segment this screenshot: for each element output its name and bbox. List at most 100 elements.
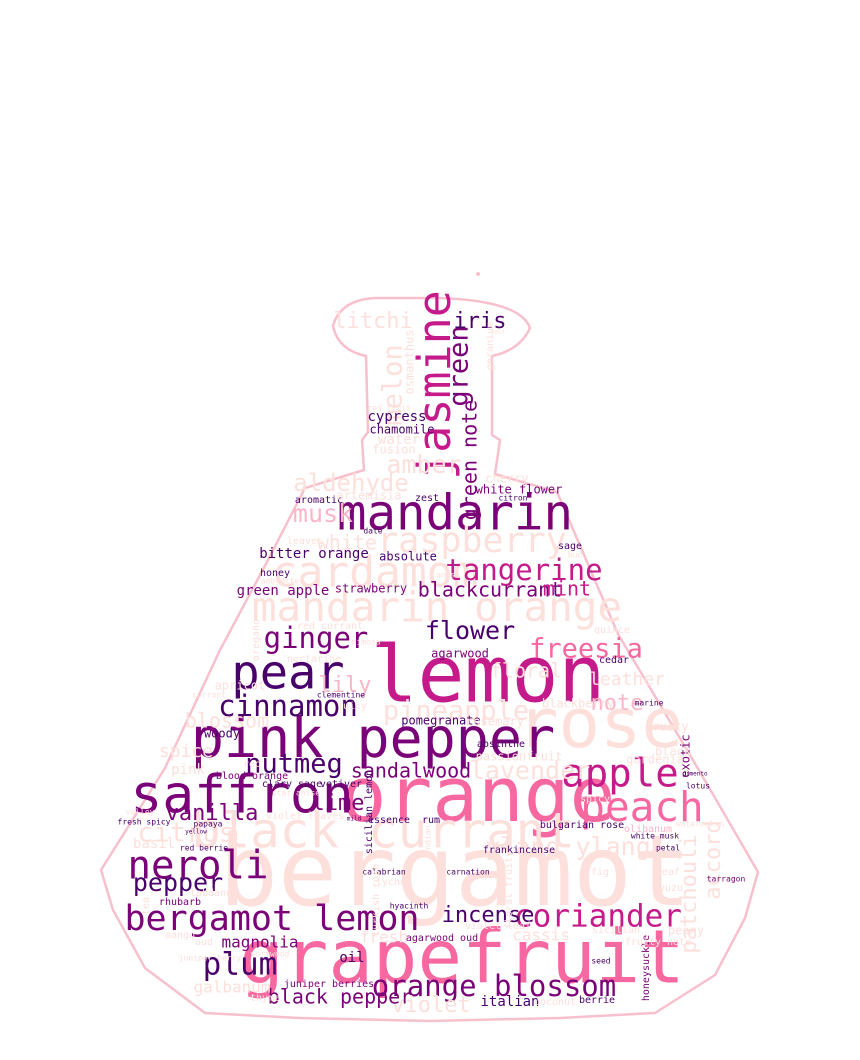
word-honey: honey [260, 568, 290, 579]
word-amber: amber [386, 450, 461, 479]
word-white-flower: white flower [476, 483, 563, 497]
word-mint: mint [543, 577, 591, 601]
word-sicilian-lemon: sicilian lemon [364, 770, 375, 854]
word-mild: mild [347, 816, 362, 823]
word-exotic: exotic [679, 734, 693, 777]
word-orange-blossom: orange blossom [372, 969, 616, 1003]
word-absolute: absolute [379, 550, 437, 564]
word-spicy: spicy [580, 794, 610, 805]
word-pimento: pimento [682, 771, 708, 778]
word-vanilla: vanilla [166, 801, 259, 826]
word-leather: leather [589, 669, 665, 690]
word-osmanthus: osmanthus [403, 329, 417, 394]
word-mimosa: mimosa [352, 638, 381, 647]
word-olibanum: olibanum [624, 824, 672, 835]
word-agarwood-oud: agarwood oud [406, 933, 478, 944]
word-lily: lily [319, 673, 372, 698]
word-leaf: leaf [656, 867, 680, 878]
word-nectarine: nectarine [287, 654, 341, 665]
word-mango: mango [165, 930, 195, 941]
word-papaya: papaya [194, 820, 223, 829]
word-sicilian: sicilian [592, 925, 640, 936]
bottle-outline [99, 296, 760, 1023]
word-cinnamon: cinnamon [218, 689, 358, 723]
word-pink-pepper: pink pepper [191, 706, 555, 770]
word-woody: woody [204, 727, 240, 741]
word-lychee: lychee [376, 877, 412, 888]
word-artemisia: artemisia [336, 489, 401, 503]
word-red: red [243, 759, 261, 770]
word-citrus: citrus [137, 818, 235, 849]
word-aldehyde: aldehyde [293, 469, 409, 497]
word-red-fruit: red fruit [367, 404, 411, 413]
word-yuzu: yuzu [659, 883, 683, 894]
word-honeysuckle: honeysuckle [641, 935, 652, 1001]
word-green-note: green note [458, 400, 482, 520]
word-lemon: lemon [371, 630, 606, 720]
word-plum: plum [203, 947, 278, 983]
word-rum: rum [422, 815, 440, 826]
word-black-pepper: black pepper [268, 985, 413, 1009]
word-cedar: cedar [599, 655, 629, 666]
word-floral: floral [490, 659, 562, 683]
word-mandarin: mandarin [337, 485, 573, 542]
word-pineapple: pineapple [383, 696, 529, 727]
word-magnolia: magnolia [221, 933, 298, 952]
word-yellow: yellow [185, 829, 207, 836]
word-juniper-berries: juniper berries [284, 979, 374, 990]
word-blackcurrant: blackcurrant [418, 578, 563, 602]
stray-dot [476, 272, 480, 276]
word-salt: salt [491, 329, 506, 336]
word-calabrian: calabrian [362, 868, 406, 877]
word-freesia: freesia [529, 634, 643, 665]
word-note: note [591, 691, 644, 716]
word-water: water [378, 432, 420, 448]
word-leaves: leaves [287, 536, 323, 547]
word-cassis: cassis [512, 926, 570, 945]
word-white-musk: white musk [631, 832, 679, 841]
word-blossom: blossom [185, 709, 269, 733]
word-clary-sage: clary sage [262, 779, 322, 790]
word-watermelon: watermelon [676, 820, 724, 829]
word-iris: iris [454, 309, 507, 334]
word-ambrette: ambrette [261, 577, 300, 586]
word-bergamot: bergamot [219, 815, 691, 929]
word-red-currant: red currant [297, 621, 363, 632]
word-rhubarb: rhubarb [159, 897, 201, 908]
word-pink: pink [171, 762, 205, 778]
word-cypress: cypress [367, 409, 426, 425]
word-labdanum: labdanum [190, 888, 238, 899]
word-vetiver: vetiver [320, 779, 362, 790]
word-jasmine: jasmine [408, 290, 461, 480]
word-fusion: fusion [372, 443, 415, 457]
word-incense: incense [442, 903, 535, 928]
word-hyacinth: hyacinth [390, 902, 429, 911]
word-gardenia: gardenia [626, 753, 684, 767]
word-ylang-ylang: ylang ylang [485, 832, 651, 861]
word-wormwood: wormwood [251, 950, 290, 959]
word-lime: lime [312, 791, 365, 816]
word-italian: italian [480, 994, 539, 1010]
word-apple: apple [561, 752, 678, 797]
word-spice: spice [159, 741, 213, 762]
word-flower: flower [425, 616, 515, 645]
word-oil: oil [339, 950, 364, 966]
word-passionfruit: passionfruit [476, 750, 563, 764]
word-valley: valley [126, 808, 155, 817]
word-violet: violet [391, 993, 470, 1018]
word-berrie: berrie [579, 995, 615, 1006]
word-marine: marine [635, 699, 664, 708]
word-citron: citron [499, 494, 528, 503]
word-currant: currant [192, 691, 226, 700]
word-tarragon: tarragon [707, 875, 746, 884]
word-floral-fruity: floral fruity [504, 851, 515, 929]
word-pear: pear [231, 646, 344, 701]
word-galbanum: galbanum [193, 978, 270, 997]
word-essence: essence [368, 815, 410, 826]
word-thyme: thyme [250, 993, 280, 1004]
word-black: black [655, 745, 692, 759]
word-bulgarian-rose: bulgarian rose [540, 820, 624, 831]
word-pomegranate: pomegranate [401, 714, 480, 728]
